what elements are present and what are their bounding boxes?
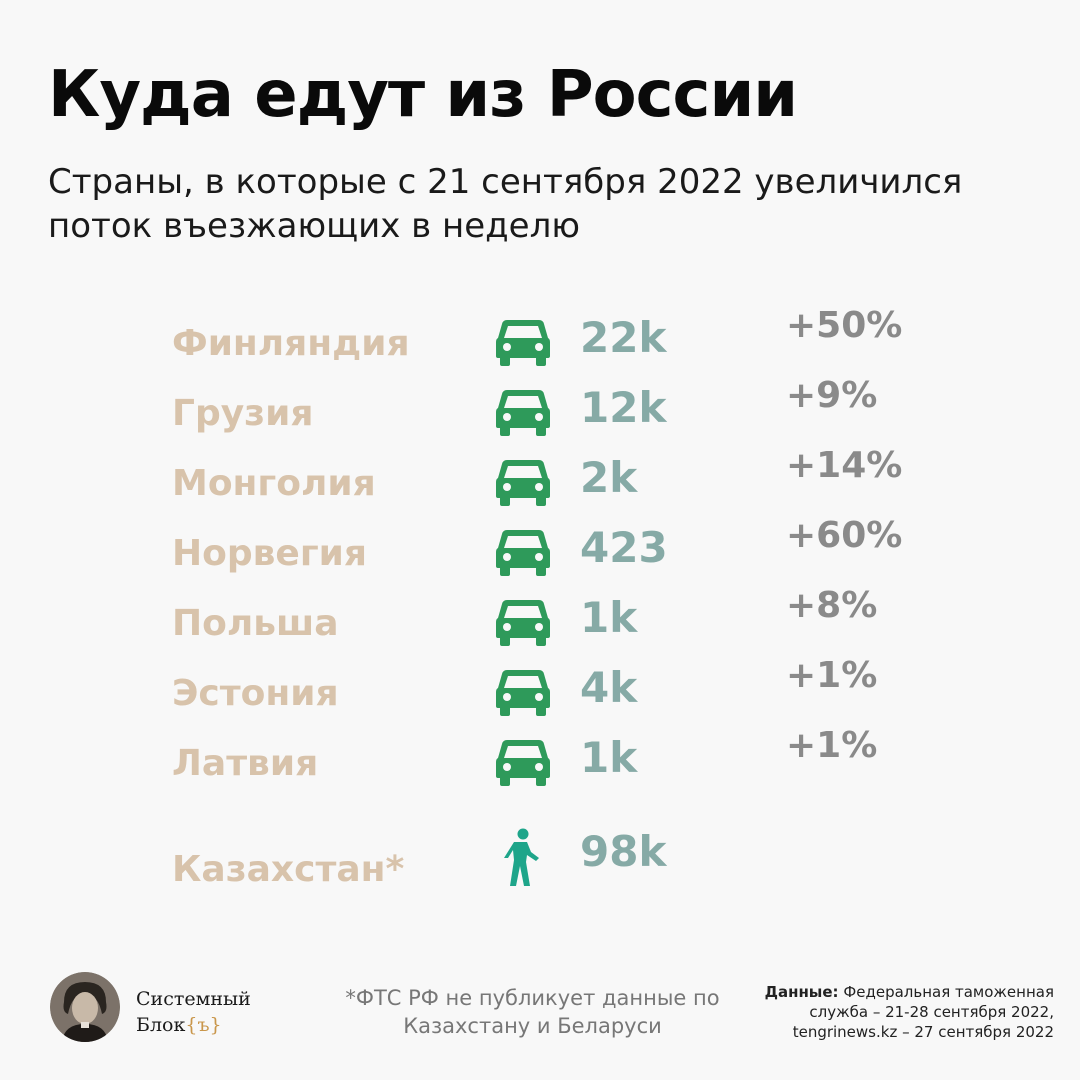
logo-line-1: Системный: [136, 988, 251, 1010]
entries-value: 22k: [580, 313, 667, 362]
change-percent: +9%: [786, 375, 878, 416]
logo-brace: {ъ}: [185, 1014, 222, 1036]
car-icon: [494, 456, 552, 508]
car-icon: [494, 736, 552, 788]
source-text: Федеральная таможенная служба – 21-28 се…: [792, 983, 1054, 1041]
entries-value: 1k: [580, 593, 638, 642]
walking-person-icon: [496, 828, 554, 888]
brand-logo: Системный Блок{ъ}: [136, 986, 251, 1038]
logo-line-2: Блок: [136, 1014, 186, 1036]
table-row: Польша 1k +8%: [0, 585, 1080, 654]
page-subtitle: Страны, в которые с 21 сентября 2022 уве…: [48, 162, 963, 246]
change-percent: +1%: [786, 655, 878, 696]
country-label: Финляндия: [172, 323, 410, 364]
data-source: Данные: Федеральная таможенная служба – …: [754, 982, 1054, 1042]
change-percent: +1%: [786, 725, 878, 766]
change-percent: +60%: [786, 515, 903, 556]
country-label: Монголия: [172, 463, 376, 504]
country-label: Польша: [172, 603, 339, 644]
car-icon: [494, 526, 552, 578]
footnote: *ФТС РФ не публикует данные по Казахстан…: [345, 986, 720, 1038]
car-icon: [494, 316, 552, 368]
entries-value: 1k: [580, 733, 638, 782]
source-label: Данные:: [764, 983, 839, 1001]
table-row: Финляндия 22k +50%: [0, 305, 1080, 374]
entries-value: 2k: [580, 453, 638, 502]
entries-value: 4k: [580, 663, 638, 712]
table-row: Казахстан* 98k: [0, 827, 1080, 900]
table-row: Латвия 1k +1%: [0, 725, 1080, 794]
author-avatar: [50, 972, 120, 1042]
entries-value: 12k: [580, 383, 667, 432]
car-icon: [494, 386, 552, 438]
country-label: Эстония: [172, 673, 339, 714]
country-label: Норвегия: [172, 533, 367, 574]
entries-value: 98k: [580, 827, 667, 876]
change-percent: +50%: [786, 305, 903, 346]
car-icon: [494, 666, 552, 718]
table-row: Монголия 2k +14%: [0, 445, 1080, 514]
country-label: Казахстан*: [172, 849, 405, 890]
entries-value: 423: [580, 523, 668, 572]
table-row: Грузия 12k +9%: [0, 375, 1080, 444]
country-label: Латвия: [172, 743, 319, 784]
car-icon: [494, 596, 552, 648]
change-percent: +8%: [786, 585, 878, 626]
table-row: Норвегия 423 +60%: [0, 515, 1080, 584]
page-title: Куда едут из России: [48, 58, 798, 132]
table-row: Эстония 4k +1%: [0, 655, 1080, 724]
change-percent: +14%: [786, 445, 903, 486]
country-label: Грузия: [172, 393, 314, 434]
